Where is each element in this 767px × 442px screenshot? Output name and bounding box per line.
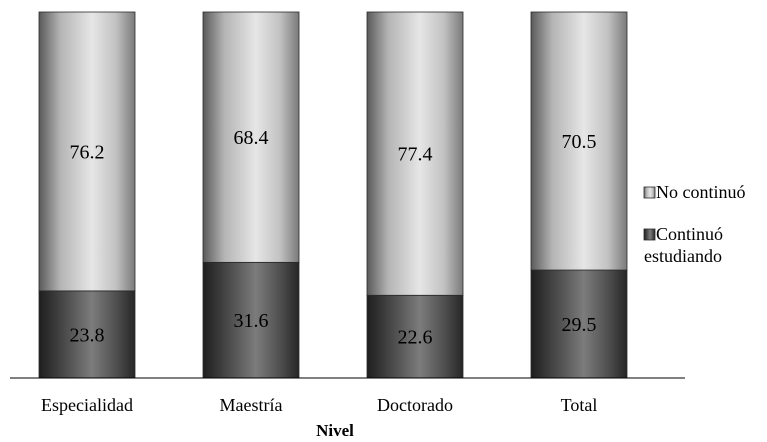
bar-continuo-2 [366,294,464,379]
legend-swatch-no-continuo [643,186,656,199]
x-tick-label-1: Maestría [220,395,283,415]
x-axis-title: Nivel [316,421,354,440]
legend-label-no-continuo-line-0: No continuó [656,182,746,202]
bar-no-continuo-0 [38,11,136,292]
data-label-no-continuo-0: 76.2 [70,141,105,163]
data-label-continuo-2: 22.6 [398,327,433,349]
data-label-continuo-3: 29.5 [562,314,597,336]
legend-swatch-continuo [643,228,656,241]
legend-label-continuo-line-0: Continuó [656,224,723,244]
data-label-no-continuo-2: 77.4 [398,144,433,166]
data-label-no-continuo-3: 70.5 [562,131,597,153]
bar-no-continuo-3 [530,11,628,271]
data-label-no-continuo-1: 68.4 [234,127,269,149]
bar-no-continuo-2 [366,11,464,296]
x-tick-label-2: Doctorado [377,395,453,415]
legend-label-continuo-line-1: estudiando [644,246,722,266]
x-tick-label-3: Total [561,395,598,415]
data-label-continuo-1: 31.6 [234,310,269,332]
data-label-continuo-0: 23.8 [70,324,105,346]
bar-no-continuo-1 [202,11,300,263]
bar-continuo-0 [38,290,136,379]
x-tick-label-0: Especialidad [41,395,133,415]
